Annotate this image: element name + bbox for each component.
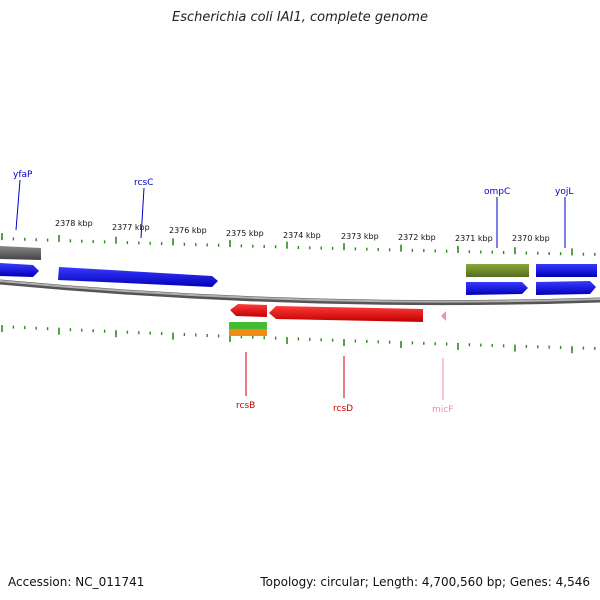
upper-tick-ring bbox=[1, 233, 596, 256]
kbp-label-2370: 2370 kbp bbox=[512, 234, 550, 243]
gene-label-yojL[interactable]: yojL bbox=[555, 187, 573, 197]
gene-rcsC-arrow[interactable] bbox=[58, 267, 218, 287]
kbp-label-2371: 2371 kbp bbox=[455, 234, 493, 243]
gene-rcsD-arrow[interactable] bbox=[269, 306, 423, 322]
gene-label-ompC[interactable]: ompC bbox=[484, 187, 510, 197]
gene-yfaP-arrow[interactable] bbox=[0, 263, 39, 277]
rcsC-leader-line bbox=[140, 187, 145, 239]
grey-feature-block[interactable] bbox=[0, 246, 41, 260]
kbp-label-2377: 2377 kbp bbox=[112, 223, 150, 232]
kbp-label-2378: 2378 kbp bbox=[55, 219, 93, 228]
gene-label-rcsD[interactable]: rcsD bbox=[333, 404, 353, 414]
orange-feature-bar[interactable] bbox=[229, 329, 267, 336]
gene-label-micF[interactable]: micF bbox=[432, 405, 453, 415]
kbp-label-2373: 2373 kbp bbox=[341, 232, 379, 241]
gene-ompC-arrow[interactable] bbox=[466, 282, 528, 295]
kbp-label-2375: 2375 kbp bbox=[226, 229, 264, 238]
genome-title: Escherichia coli IAI1, complete genome bbox=[172, 10, 428, 25]
genome-summary: Topology: circular; Length: 4,700,560 bp… bbox=[260, 575, 590, 589]
kbp-label-2372: 2372 kbp bbox=[398, 233, 436, 242]
accession-label: Accession: NC_011741 bbox=[8, 575, 145, 589]
gene-yojL-arrow[interactable] bbox=[536, 281, 596, 295]
kbp-label-2374: 2374 kbp bbox=[283, 231, 321, 240]
gene-label-yfaP[interactable]: yfaP bbox=[13, 170, 33, 180]
gene-label-rcsC[interactable]: rcsC bbox=[134, 178, 153, 188]
gene-micF-marker[interactable] bbox=[441, 311, 446, 321]
gene-rcsB-arrow[interactable] bbox=[230, 304, 267, 317]
gene-ompC-olive-bar[interactable] bbox=[466, 264, 529, 277]
chromosome-backbone-highlight bbox=[0, 280, 600, 303]
kbp-label-2376: 2376 kbp bbox=[169, 226, 207, 235]
green-feature-bar[interactable] bbox=[229, 322, 267, 329]
yfaP-leader-line bbox=[15, 179, 21, 231]
lower-tick-ring bbox=[1, 325, 596, 354]
gene-yojL-upper-bar[interactable] bbox=[536, 264, 597, 277]
gene-label-rcsB[interactable]: rcsB bbox=[236, 401, 255, 411]
